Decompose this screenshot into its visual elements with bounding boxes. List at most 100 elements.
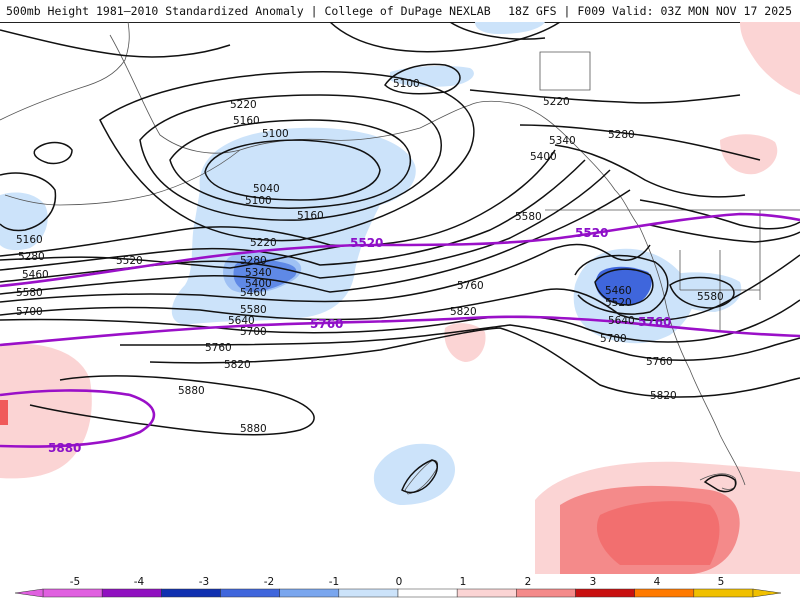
contour-north-arc bbox=[329, 22, 561, 53]
contour-label: 5760 bbox=[205, 342, 232, 354]
colorbar-tick: 4 bbox=[654, 576, 661, 588]
contour-upper-arctic bbox=[0, 29, 231, 58]
contour-label: 5700 bbox=[16, 306, 43, 318]
contour-west-low2 bbox=[33, 141, 73, 165]
contour-label: 5160 bbox=[297, 210, 324, 222]
contour-west-low bbox=[0, 172, 57, 232]
contour-5160 bbox=[139, 94, 442, 221]
contour-label: 5220 bbox=[230, 99, 257, 111]
colorbar-cell bbox=[279, 588, 340, 598]
colorbar-tick: -1 bbox=[329, 576, 339, 588]
contour-label: 5100 bbox=[262, 128, 289, 140]
purple-5880 bbox=[0, 389, 156, 448]
highlight-contours bbox=[0, 212, 800, 448]
contour-label: 5220 bbox=[250, 237, 277, 249]
highlight-labels: 5520 5520 5760 5760 5880 bbox=[48, 226, 671, 455]
colorbar-tick: 3 bbox=[590, 576, 597, 588]
highlight-contour-label: 5880 bbox=[48, 441, 81, 455]
highlight-contour-label: 5760 bbox=[310, 317, 343, 331]
height-anomaly-map: 5220 5160 5100 5040 5100 5160 5220 5160 … bbox=[0, 22, 800, 574]
colorbar-tick: -2 bbox=[264, 576, 274, 588]
neg-anomaly-bering bbox=[0, 192, 48, 251]
colorbar-max-arrow bbox=[752, 588, 782, 598]
colorbar-cell bbox=[220, 588, 280, 598]
neg-anomaly-westcoast-core bbox=[595, 266, 652, 305]
contour-label: 5160 bbox=[233, 115, 260, 127]
colorbar-tick: -5 bbox=[70, 576, 80, 588]
neg-anomaly-hawaii bbox=[373, 443, 455, 505]
pos-anomaly-west-pacific bbox=[0, 343, 92, 479]
contour-5640 bbox=[0, 254, 800, 321]
contour-label: 5280 bbox=[608, 129, 635, 141]
hawaii-islands bbox=[404, 460, 438, 495]
colorbar-ticks: -5 -4 -3 -2 -1 0 1 2 3 4 5 bbox=[70, 576, 725, 588]
contour-label: 5040 bbox=[253, 183, 280, 195]
contour-label: 5520 bbox=[605, 297, 632, 309]
contour-5340-right bbox=[554, 144, 746, 198]
contour-5880-outer bbox=[29, 375, 315, 436]
colorbar-cell bbox=[338, 588, 399, 598]
contour-west-coast-low bbox=[594, 268, 654, 306]
contour-5040 bbox=[204, 139, 381, 201]
colorbar-cell bbox=[42, 588, 103, 598]
colorbar-tick: 0 bbox=[396, 576, 403, 588]
contour-label: 5280 bbox=[18, 251, 45, 263]
header-bar: 500mb Height 1981–2010 Standardized Anom… bbox=[0, 0, 800, 23]
contour-label: 5880 bbox=[240, 423, 267, 435]
contour-label: 5100 bbox=[393, 78, 420, 90]
pos-anomaly-ne bbox=[740, 22, 800, 95]
contour-hawaii-low bbox=[401, 459, 438, 494]
siberia-coast bbox=[0, 22, 130, 121]
contour-label: 5580 bbox=[515, 211, 542, 223]
contour-north-arc2 bbox=[449, 22, 546, 40]
colorbar: -5 -4 -3 -2 -1 0 1 2 3 4 5 bbox=[14, 576, 782, 598]
highlight-contour-label: 5760 bbox=[638, 315, 671, 329]
alaska-coast bbox=[109, 34, 641, 229]
contour-label: 5640 bbox=[228, 315, 255, 327]
purple-5520 bbox=[0, 212, 800, 288]
contour-label: 5460 bbox=[240, 287, 267, 299]
colorbar-cell bbox=[516, 588, 576, 598]
colorbar-tick: 2 bbox=[525, 576, 532, 588]
na-west-coast bbox=[639, 227, 746, 486]
colorbar-cell bbox=[397, 588, 458, 598]
neg-anomaly-arctic2 bbox=[475, 22, 545, 34]
contour-5820 bbox=[149, 327, 800, 398]
colorbar-cell bbox=[634, 588, 695, 598]
colorbar-tick: 1 bbox=[460, 576, 467, 588]
contour-label: 5160 bbox=[16, 234, 43, 246]
contour-5220 bbox=[99, 71, 475, 242]
contour-label: 5700 bbox=[600, 333, 627, 345]
contour-label: 5100 bbox=[245, 195, 272, 207]
contour-label: 5400 bbox=[530, 151, 557, 163]
contour-label: 5340 bbox=[549, 135, 576, 147]
us-state-lines bbox=[679, 210, 761, 330]
contour-label: 5460 bbox=[22, 269, 49, 281]
contour-label: 5520 bbox=[116, 255, 143, 267]
colorbar-cell bbox=[575, 588, 635, 598]
colorbar-tick: -4 bbox=[134, 576, 145, 588]
contour-label: 5760 bbox=[646, 356, 673, 368]
contour-label: 5880 bbox=[178, 385, 205, 397]
contour-label: 5640 bbox=[608, 315, 635, 327]
contour-label: 5400 bbox=[245, 278, 272, 290]
contour-label: 5340 bbox=[245, 267, 272, 279]
contour-label: 5700 bbox=[240, 326, 267, 338]
contour-label: 5580 bbox=[697, 291, 724, 303]
contour-5280-right bbox=[519, 124, 761, 161]
contour-label: 5580 bbox=[240, 304, 267, 316]
highlight-contour-label: 5520 bbox=[575, 226, 608, 240]
aleutians bbox=[4, 149, 241, 206]
purple-5760 bbox=[0, 315, 800, 347]
contour-east1 bbox=[639, 199, 800, 230]
contour-label: 5820 bbox=[450, 306, 477, 318]
highlight-contour-label: 5520 bbox=[350, 236, 383, 250]
contour-5280 bbox=[0, 149, 556, 257]
map-title: 500mb Height 1981–2010 Standardized Anom… bbox=[6, 4, 491, 18]
mexico-coast bbox=[699, 473, 737, 490]
contour-5460 bbox=[0, 189, 631, 295]
contour-north-low bbox=[384, 63, 461, 95]
contour-label: 5580 bbox=[16, 287, 43, 299]
colorbar-cell bbox=[693, 588, 754, 598]
